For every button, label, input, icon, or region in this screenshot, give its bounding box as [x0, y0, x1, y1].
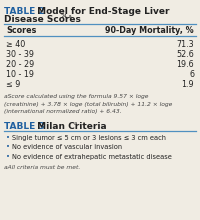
- Text: (creatinine) + 3.78 × loge (total bilirubin) + 11.2 × loge: (creatinine) + 3.78 × loge (total biliru…: [4, 101, 172, 106]
- Text: Single tumor ≤ 5 cm or 3 lesions ≤ 3 cm each: Single tumor ≤ 5 cm or 3 lesions ≤ 3 cm …: [12, 134, 166, 141]
- Text: No evidence of vascular invasion: No evidence of vascular invasion: [12, 144, 122, 150]
- Text: 52.6: 52.6: [176, 50, 194, 59]
- Text: 10 - 19: 10 - 19: [6, 70, 34, 79]
- Text: Milan Criteria: Milan Criteria: [34, 121, 107, 130]
- Text: 20 - 29: 20 - 29: [6, 60, 34, 69]
- Text: 90-Day Mortality, %: 90-Day Mortality, %: [105, 26, 194, 35]
- Text: ≥ 40: ≥ 40: [6, 40, 25, 49]
- Text: TABLE 2: TABLE 2: [4, 7, 45, 16]
- Text: Scores: Scores: [6, 26, 36, 35]
- Text: (international normalized ratio) + 6.43.: (international normalized ratio) + 6.43.: [4, 109, 122, 114]
- Text: 71.3: 71.3: [176, 40, 194, 49]
- Text: aScore calculated using the formula 9.57 × loge: aScore calculated using the formula 9.57…: [4, 94, 148, 99]
- Text: TABLE 3: TABLE 3: [4, 121, 45, 130]
- Text: 19.6: 19.6: [176, 60, 194, 69]
- Text: 6: 6: [189, 70, 194, 79]
- Text: Disease Scores: Disease Scores: [4, 15, 81, 24]
- Text: 30 - 39: 30 - 39: [6, 50, 34, 59]
- Text: •: •: [6, 134, 10, 141]
- Text: ≤ 9: ≤ 9: [6, 80, 20, 89]
- Text: •: •: [6, 144, 10, 150]
- Text: Model for End-Stage Liver: Model for End-Stage Liver: [34, 7, 170, 16]
- Text: aAll criteria must be met.: aAll criteria must be met.: [4, 165, 80, 170]
- Text: No evidence of extrahepatic metastatic disease: No evidence of extrahepatic metastatic d…: [12, 154, 172, 160]
- Text: •: •: [6, 154, 10, 160]
- Text: 24,a: 24,a: [61, 14, 73, 19]
- Text: a: a: [74, 121, 77, 125]
- Text: 1.9: 1.9: [181, 80, 194, 89]
